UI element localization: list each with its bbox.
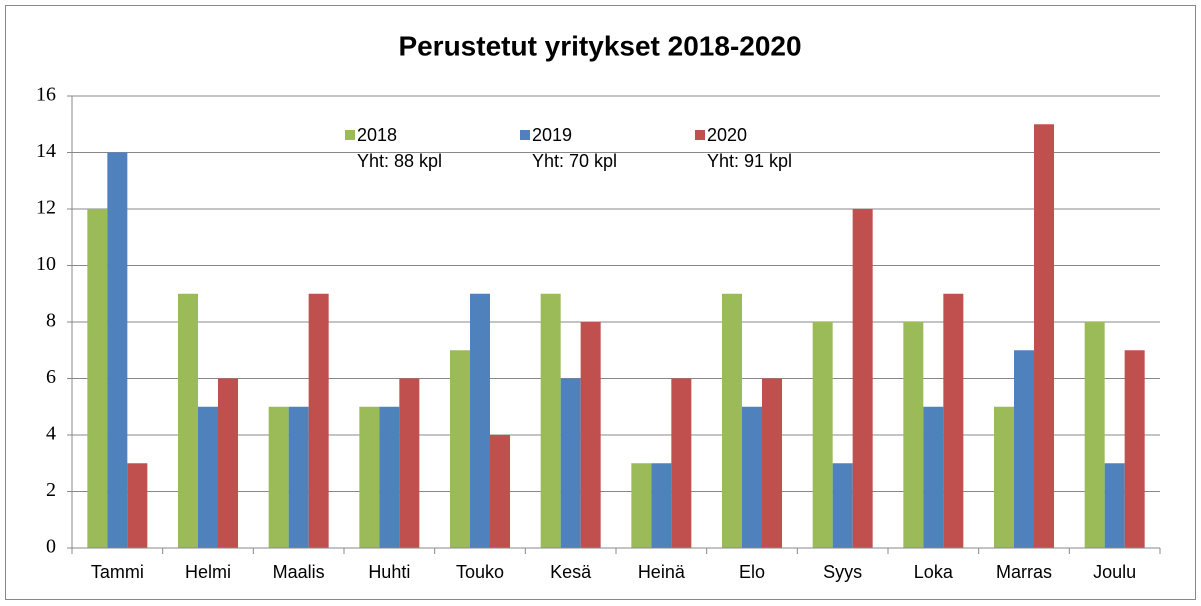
bar — [127, 463, 148, 548]
x-tick-label: Marras — [996, 562, 1052, 582]
bar — [470, 293, 490, 548]
bar — [399, 378, 420, 548]
bar — [560, 378, 581, 548]
bar — [218, 378, 238, 548]
y-tick-label: 2 — [46, 479, 56, 501]
legend-label: 2020 — [707, 125, 747, 145]
bar — [671, 378, 692, 548]
y-tick-label: 0 — [46, 536, 56, 558]
y-tick-label: 6 — [46, 366, 56, 388]
y-tick-label: 8 — [46, 310, 56, 332]
legend-note: Yht: 91 kpl — [707, 151, 792, 171]
chart-title: Perustetut yritykset 2018-2020 — [398, 30, 801, 61]
legend-label: 2019 — [532, 125, 572, 145]
legend-swatch — [695, 130, 705, 140]
x-tick-label: Elo — [739, 562, 765, 582]
bar — [903, 322, 924, 548]
bar — [943, 293, 964, 548]
bar — [450, 350, 470, 548]
bar — [722, 293, 742, 548]
legend-note: Yht: 70 kpl — [532, 151, 617, 171]
bar — [812, 322, 833, 548]
bar — [268, 406, 289, 548]
bar — [107, 152, 128, 548]
y-tick-label: 12 — [36, 197, 56, 219]
bar — [832, 463, 853, 548]
y-tick-label: 10 — [36, 253, 56, 275]
x-tick-label: Loka — [914, 562, 954, 582]
x-tick-label: Heinä — [638, 562, 686, 582]
bar — [359, 406, 380, 548]
bar — [1014, 350, 1034, 548]
y-tick-label: 14 — [36, 140, 56, 162]
bar — [1124, 350, 1145, 548]
legend-swatch — [520, 130, 530, 140]
bar — [923, 406, 944, 548]
x-tick-label: Syys — [823, 562, 862, 582]
bar — [379, 406, 400, 548]
bar — [1104, 463, 1125, 548]
bar — [631, 463, 652, 548]
bar — [178, 293, 198, 548]
x-tick-label: Touko — [456, 562, 504, 582]
legend-note: Yht: 88 kpl — [357, 151, 442, 171]
legend-label: 2018 — [357, 125, 397, 145]
bar — [1034, 124, 1054, 548]
y-tick-label: 4 — [46, 423, 56, 445]
bar — [1084, 322, 1105, 548]
bar — [198, 406, 218, 548]
bar — [994, 406, 1014, 548]
bar — [308, 293, 329, 548]
legend-swatch — [345, 130, 355, 140]
x-tick-label: Huhti — [368, 562, 410, 582]
bar — [852, 209, 873, 548]
x-tick-label: Helmi — [185, 562, 231, 582]
bar — [580, 322, 601, 548]
x-tick-label: Kesä — [550, 562, 592, 582]
bar — [651, 463, 672, 548]
bar — [288, 406, 309, 548]
x-tick-label: Joulu — [1093, 562, 1136, 582]
y-tick-label: 16 — [36, 84, 56, 106]
bar — [742, 406, 762, 548]
bar — [490, 435, 510, 548]
bar — [540, 293, 561, 548]
bar — [87, 209, 108, 548]
bar — [762, 378, 782, 548]
x-tick-label: Maalis — [273, 562, 325, 582]
x-tick-label: Tammi — [91, 562, 144, 582]
